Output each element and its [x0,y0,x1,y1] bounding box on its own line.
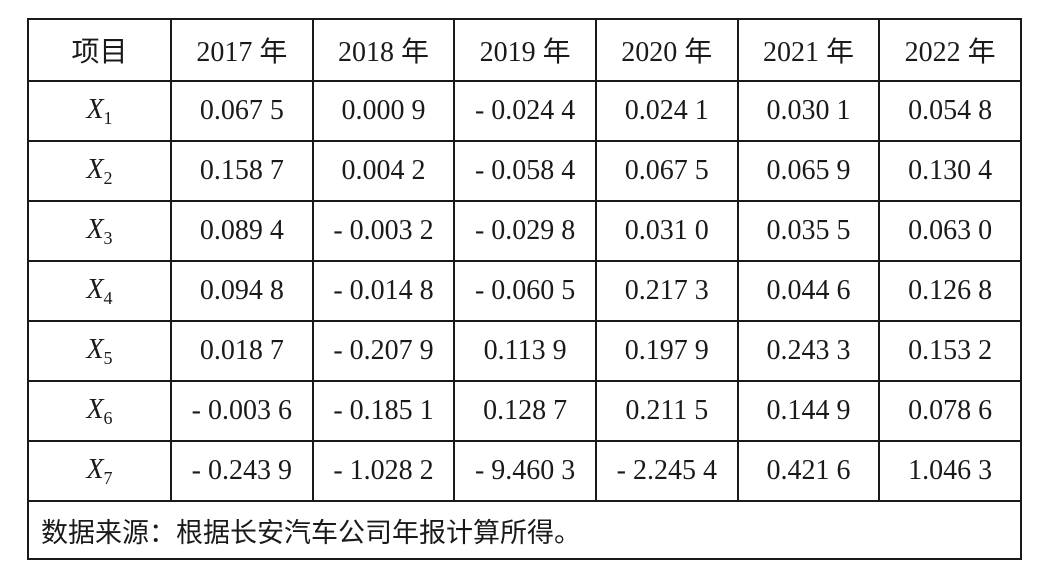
value-cell: 0.024 1 [594,80,739,142]
data-row: X6- 0.003 6- 0.185 1 0.128 7 0.211 5 0.144 … [27,380,1022,442]
value-cell: 0.421 6 [736,440,881,502]
subscript: 7 [103,467,113,488]
value-cell: 0.158 7 [170,140,314,202]
value-cell: - 0.058 4 [453,140,597,202]
value-cell: 0.128 7 [453,380,597,442]
header-cell: 2020 年 [594,18,739,82]
variable: X [86,453,104,485]
header-cell: 2017 年 [170,18,314,82]
value-cell: 0.211 5 [594,380,739,442]
data-row: X7- 0.243 9- 1.028 2- 9.460 3- 2.245 4 0.… [27,440,1022,502]
row-label: X5 [27,320,172,382]
row-label: X7 [27,440,172,502]
value-cell: 0.067 5 [594,140,739,202]
value-cell: 0.054 8 [878,80,1022,142]
value-cell: 0.144 9 [736,380,881,442]
data-row: X3 0.089 4- 0.003 2- 0.029 8 0.031 0 0.035 … [27,200,1022,262]
header-cell: 2022 年 [878,18,1022,82]
row-label: X2 [27,140,172,202]
value-cell: 0.031 0 [594,200,739,262]
value-cell: 0.089 4 [170,200,314,262]
value-cell: 0.018 7 [170,320,314,382]
value-cell: - 0.024 4 [453,80,597,142]
row-label: X4 [27,260,172,322]
variable: X [86,333,104,365]
variable: X [86,273,104,305]
value-cell: - 0.003 2 [311,200,456,262]
subscript: 3 [103,227,113,248]
value-cell: - 9.460 3 [453,440,597,502]
subscript: 6 [103,407,113,428]
value-cell: 0.217 3 [594,260,739,322]
value-cell: 0.044 6 [736,260,881,322]
data-row: X4 0.094 8- 0.014 8- 0.060 5 0.217 3 0.044 … [27,260,1022,322]
value-cell: - 0.003 6 [170,380,314,442]
subscript: 1 [103,107,113,128]
value-cell: - 2.245 4 [594,440,739,502]
value-cell: 0.030 1 [736,80,881,142]
value-cell: 0.113 9 [453,320,597,382]
variable: X [86,393,104,425]
row-label: X3 [27,200,172,262]
row-label: X6 [27,380,172,442]
data-table: 项目 2017 年 2018 年 2019 年 2020 年 2021 年 2022 年 X1… [27,18,1022,560]
value-cell: 1.046 3 [878,440,1022,502]
value-cell: - 0.029 8 [453,200,597,262]
value-cell: - 0.014 8 [311,260,456,322]
value-cell: 0.153 2 [878,320,1022,382]
subscript: 2 [103,167,113,188]
table-wrap: 项目 2017 年 2018 年 2019 年 2020 年 2021 年 2022 年 X1… [27,18,1022,560]
value-cell: - 0.207 9 [311,320,456,382]
value-cell: 0.078 6 [878,380,1022,442]
header-cell: 2019 年 [453,18,597,82]
header-cell: 2021 年 [736,18,881,82]
variable: X [86,213,104,245]
header-cell: 项目 [27,18,172,82]
value-cell: 0.130 4 [878,140,1022,202]
header-cell: 2018 年 [311,18,456,82]
value-cell: 0.126 8 [878,260,1022,322]
value-cell: 0.063 0 [878,200,1022,262]
value-cell: - 0.243 9 [170,440,314,502]
value-cell: 0.000 9 [311,80,456,142]
value-cell: - 0.060 5 [453,260,597,322]
variable: X [86,153,104,185]
source-note: 数据来源：根据长安汽车公司年报计算所得。 [27,500,1022,560]
value-cell: 0.094 8 [170,260,314,322]
header-row: 项目 2017 年 2018 年 2019 年 2020 年 2021 年 2022 年 [27,18,1022,82]
row-label: X1 [27,80,172,142]
value-cell: 0.035 5 [736,200,881,262]
subscript: 5 [103,347,113,368]
value-cell: 0.065 9 [736,140,881,202]
value-cell: 0.004 2 [311,140,456,202]
value-cell: 0.243 3 [736,320,881,382]
subscript: 4 [103,287,113,308]
variable: X [86,93,104,125]
value-cell: 0.197 9 [594,320,739,382]
note-row: 数据来源：根据长安汽车公司年报计算所得。 [27,500,1022,560]
value-cell: - 1.028 2 [311,440,456,502]
value-cell: 0.067 5 [170,80,314,142]
value-cell: - 0.185 1 [311,380,456,442]
